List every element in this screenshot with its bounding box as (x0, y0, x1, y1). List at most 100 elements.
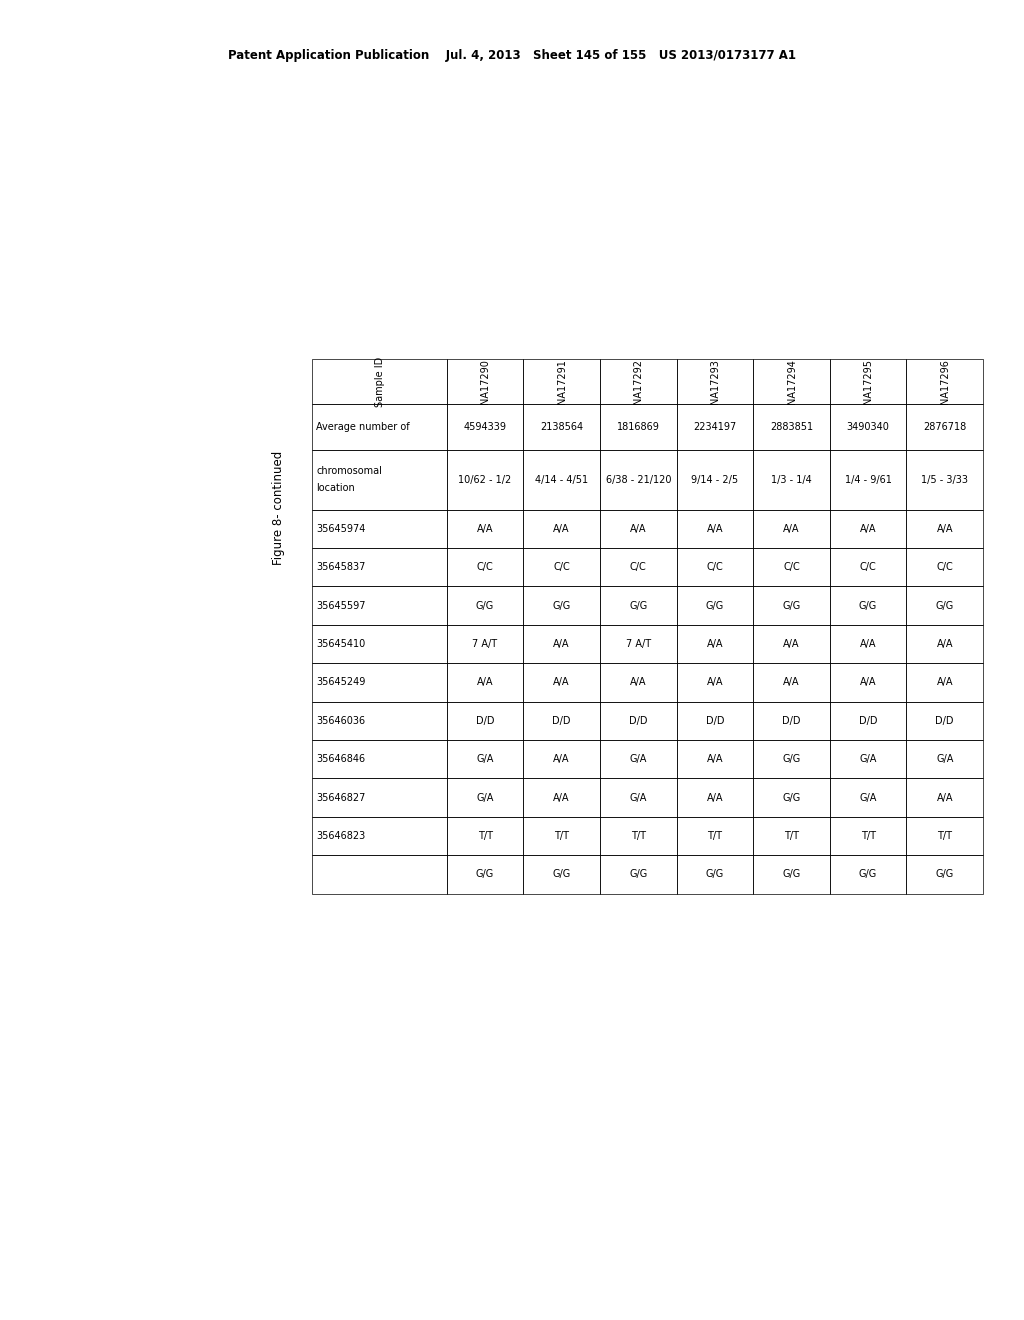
Text: location: location (316, 483, 355, 492)
Text: G/A: G/A (630, 754, 647, 764)
Text: C/C: C/C (476, 562, 494, 572)
Text: A/A: A/A (783, 677, 800, 688)
Text: A/A: A/A (477, 677, 494, 688)
Text: G/A: G/A (859, 792, 877, 803)
Text: 2883851: 2883851 (770, 422, 813, 432)
Text: G/G: G/G (782, 792, 801, 803)
Text: T/T: T/T (554, 832, 569, 841)
Text: A/A: A/A (860, 639, 877, 649)
Text: A/A: A/A (707, 754, 723, 764)
Text: 1/4 - 9/61: 1/4 - 9/61 (845, 475, 892, 484)
Text: 2234197: 2234197 (693, 422, 736, 432)
Text: 35645837: 35645837 (316, 562, 366, 572)
Text: G/A: G/A (859, 754, 877, 764)
Text: D/D: D/D (936, 715, 954, 726)
Text: 4/14 - 4/51: 4/14 - 4/51 (536, 475, 588, 484)
Text: T/T: T/T (477, 832, 493, 841)
Text: G/A: G/A (936, 754, 953, 764)
Text: NA17293: NA17293 (710, 359, 720, 404)
Text: C/C: C/C (630, 562, 646, 572)
Text: G/G: G/G (859, 870, 878, 879)
Text: 35645597: 35645597 (316, 601, 366, 611)
Text: 3490340: 3490340 (847, 422, 890, 432)
Text: 35645974: 35645974 (316, 524, 366, 533)
Text: A/A: A/A (553, 524, 570, 533)
Text: T/T: T/T (708, 832, 722, 841)
Text: T/T: T/T (937, 832, 952, 841)
Text: T/T: T/T (631, 832, 646, 841)
Text: G/G: G/G (629, 601, 647, 611)
Text: G/G: G/G (706, 601, 724, 611)
Text: D/D: D/D (782, 715, 801, 726)
Text: D/D: D/D (629, 715, 647, 726)
Text: A/A: A/A (707, 524, 723, 533)
Text: T/T: T/T (784, 832, 799, 841)
Text: D/D: D/D (706, 715, 724, 726)
Text: D/D: D/D (552, 715, 571, 726)
Text: G/G: G/G (553, 870, 570, 879)
Text: C/C: C/C (783, 562, 800, 572)
Text: G/G: G/G (476, 601, 495, 611)
Text: C/C: C/C (860, 562, 877, 572)
Text: A/A: A/A (707, 677, 723, 688)
Text: G/G: G/G (936, 601, 954, 611)
Text: NA17290: NA17290 (480, 359, 490, 404)
Text: A/A: A/A (630, 524, 646, 533)
Text: G/G: G/G (936, 870, 954, 879)
Text: G/A: G/A (630, 792, 647, 803)
Text: 1/5 - 3/33: 1/5 - 3/33 (922, 475, 969, 484)
Text: G/G: G/G (476, 870, 495, 879)
Text: NA17291: NA17291 (557, 359, 566, 404)
Text: Sample ID: Sample ID (375, 356, 385, 407)
Text: 4594339: 4594339 (464, 422, 507, 432)
Text: 6/38 - 21/120: 6/38 - 21/120 (605, 475, 671, 484)
Text: A/A: A/A (553, 677, 570, 688)
Text: G/G: G/G (629, 870, 647, 879)
Text: A/A: A/A (937, 639, 953, 649)
Text: 1816869: 1816869 (616, 422, 659, 432)
Text: A/A: A/A (860, 524, 877, 533)
Text: 35646823: 35646823 (316, 832, 366, 841)
Text: G/A: G/A (476, 754, 494, 764)
Text: A/A: A/A (937, 524, 953, 533)
Text: G/G: G/G (553, 601, 570, 611)
Text: G/G: G/G (782, 754, 801, 764)
Text: A/A: A/A (553, 792, 570, 803)
Text: A/A: A/A (553, 639, 570, 649)
Text: A/A: A/A (707, 639, 723, 649)
Text: 2138564: 2138564 (540, 422, 584, 432)
Text: Figure 8- continued: Figure 8- continued (272, 451, 285, 565)
Text: D/D: D/D (476, 715, 495, 726)
Text: A/A: A/A (783, 524, 800, 533)
Text: 35646846: 35646846 (316, 754, 366, 764)
Text: A/A: A/A (937, 677, 953, 688)
Text: chromosomal: chromosomal (316, 466, 382, 477)
Text: A/A: A/A (783, 639, 800, 649)
Text: 35646827: 35646827 (316, 792, 366, 803)
Text: 9/14 - 2/5: 9/14 - 2/5 (691, 475, 738, 484)
Text: 35645249: 35645249 (316, 677, 366, 688)
Text: NA17295: NA17295 (863, 359, 873, 404)
Text: 2876718: 2876718 (923, 422, 967, 432)
Text: C/C: C/C (936, 562, 953, 572)
Text: G/G: G/G (782, 601, 801, 611)
Text: D/D: D/D (859, 715, 878, 726)
Text: A/A: A/A (937, 792, 953, 803)
Text: Patent Application Publication    Jul. 4, 2013   Sheet 145 of 155   US 2013/0173: Patent Application Publication Jul. 4, 2… (228, 49, 796, 62)
Text: T/T: T/T (860, 832, 876, 841)
Text: C/C: C/C (707, 562, 723, 572)
Text: NA17296: NA17296 (940, 359, 949, 404)
Text: C/C: C/C (553, 562, 570, 572)
Text: A/A: A/A (707, 792, 723, 803)
Text: 35645410: 35645410 (316, 639, 366, 649)
Text: G/G: G/G (782, 870, 801, 879)
Text: Average number of: Average number of (316, 422, 410, 432)
Text: A/A: A/A (630, 677, 646, 688)
Text: 7 A/T: 7 A/T (626, 639, 651, 649)
Text: G/A: G/A (476, 792, 494, 803)
Text: NA17292: NA17292 (633, 359, 643, 404)
Text: G/G: G/G (859, 601, 878, 611)
Text: G/G: G/G (706, 870, 724, 879)
Text: 1/3 - 1/4: 1/3 - 1/4 (771, 475, 812, 484)
Text: A/A: A/A (477, 524, 494, 533)
